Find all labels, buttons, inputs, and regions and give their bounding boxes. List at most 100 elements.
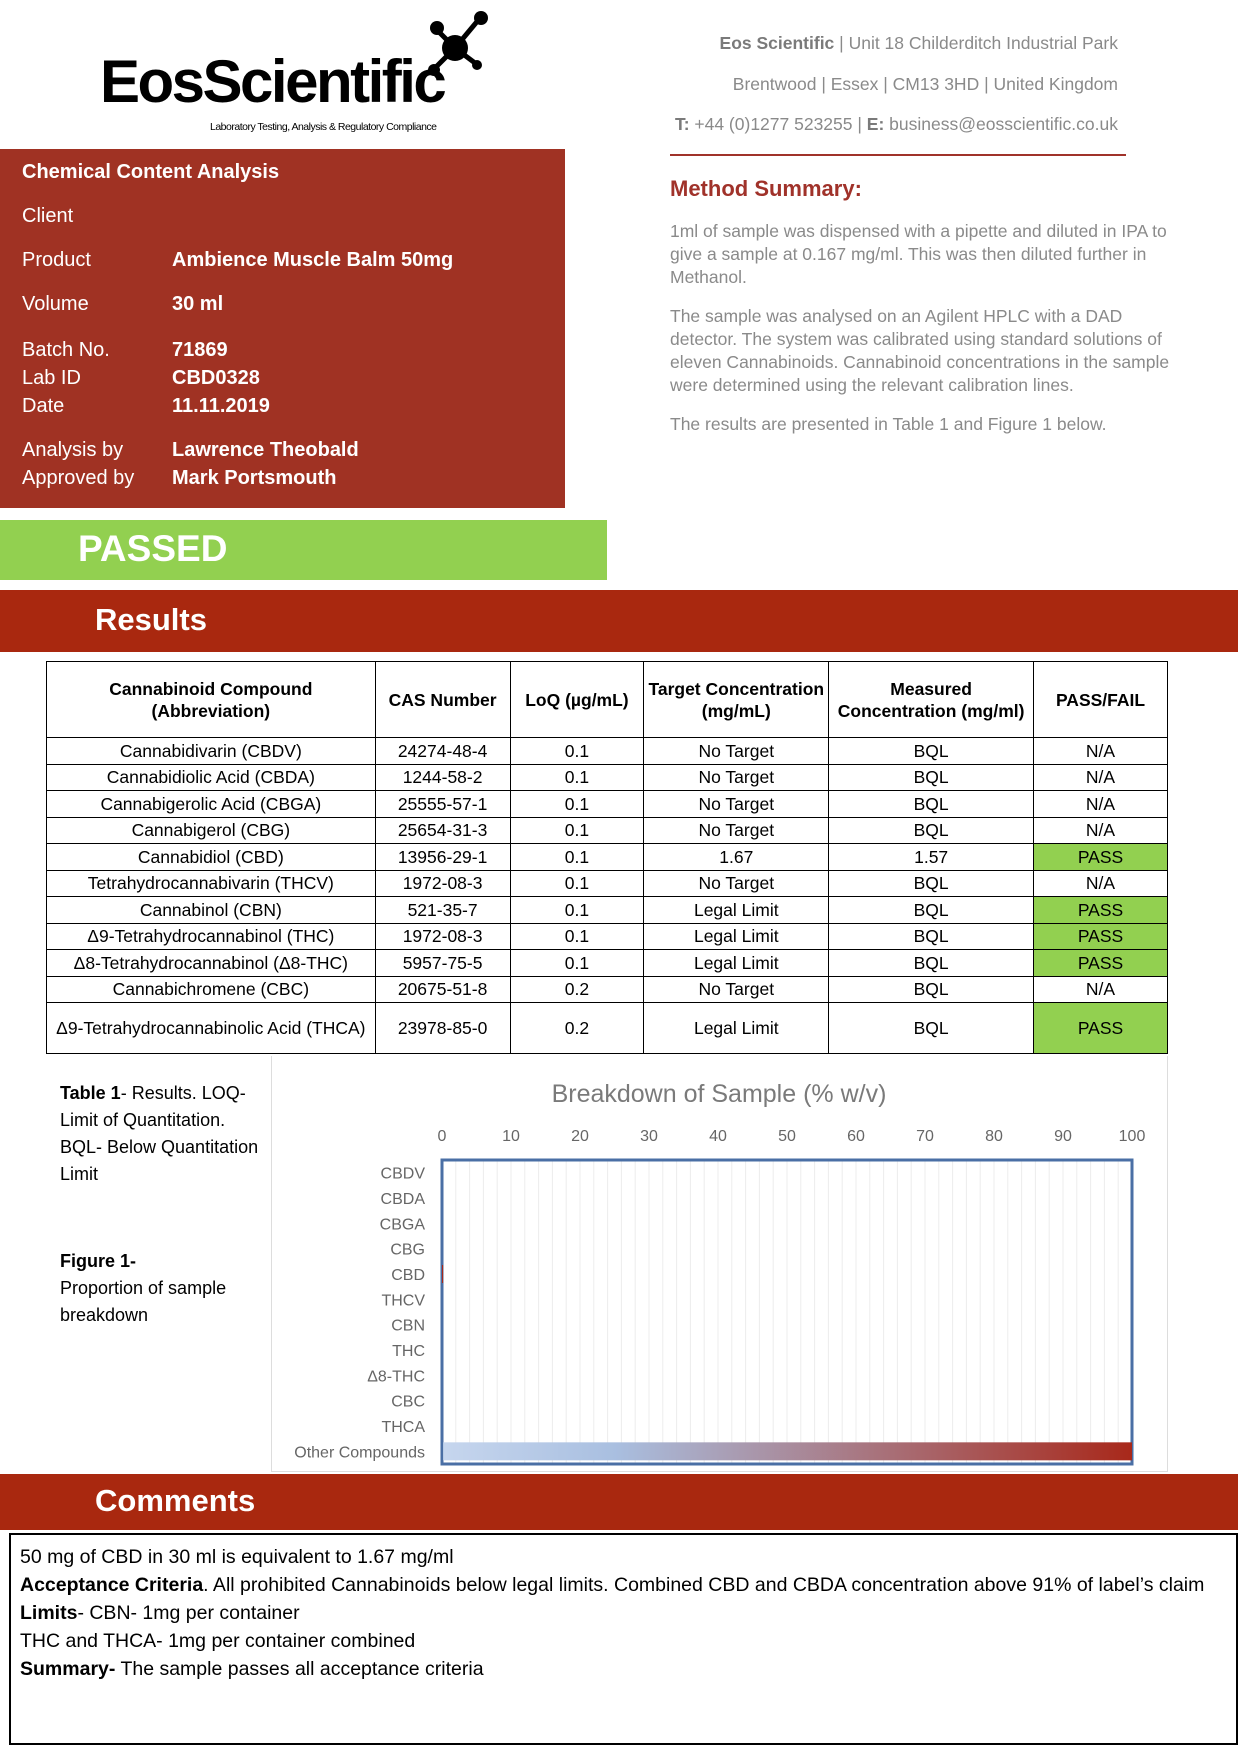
table-cell: PASS xyxy=(1033,1002,1168,1054)
info-title: Chemical Content Analysis xyxy=(22,161,280,183)
table-cell: No Target xyxy=(643,869,830,897)
column-header: PASS/FAIL xyxy=(1033,661,1168,738)
table-row: Δ9-Tetrahydrocannabinol (THC) 1972-08-3 0.… xyxy=(46,922,1168,950)
table-cell: Cannabigerol (CBG) xyxy=(46,816,376,844)
table-cell: 5957-75-5 xyxy=(374,949,511,977)
info-value: CBD0328 xyxy=(172,367,260,389)
table-cell: Cannabichromene (CBC) xyxy=(46,975,376,1003)
x-tick-label: 30 xyxy=(640,1128,658,1145)
table-cell: 0.1 xyxy=(509,737,645,765)
table-cell: Δ9-Tetrahydrocannabinol (THC) xyxy=(46,922,376,950)
info-label: Approved by xyxy=(22,467,135,489)
table-cell: Δ8-Tetrahydrocannabinol (Δ8-THC) xyxy=(46,949,376,977)
table-cell: 0.1 xyxy=(509,896,645,924)
comments-header: Comments xyxy=(0,1474,1238,1530)
table-cell: PASS xyxy=(1033,896,1168,924)
table-cell: N/A xyxy=(1033,816,1168,844)
table-cell: Legal Limit xyxy=(643,922,830,950)
table-cell: Legal Limit xyxy=(643,1002,830,1054)
column-header: Measured Concentration (mg/ml) xyxy=(828,661,1035,738)
table-row: Δ8-Tetrahydrocannabinol (Δ8-THC) 5957-75-… xyxy=(46,949,1168,977)
y-category-label: CBC xyxy=(391,1394,425,1411)
table-cell: 25654-31-3 xyxy=(374,816,511,844)
table-cell: 0.1 xyxy=(509,816,645,844)
table-cell: No Target xyxy=(643,737,830,765)
method-paragraph: The results are presented in Table 1 and… xyxy=(670,414,1107,434)
y-category-label: THC xyxy=(392,1343,425,1360)
info-value: 30 ml xyxy=(172,293,224,315)
table-cell: BQL xyxy=(828,763,1035,791)
table-cell: Legal Limit xyxy=(643,896,830,924)
table-cell: Δ9-Tetrahydrocannabinolic Acid (THCA) xyxy=(46,1002,376,1054)
table-cell: BQL xyxy=(828,790,1035,818)
table-cell: Cannabidiolic Acid (CBDA) xyxy=(46,763,376,791)
results-header: Results xyxy=(0,590,1238,652)
y-category-label: CBD xyxy=(391,1267,425,1284)
table-cell: PASS xyxy=(1033,949,1168,977)
table-cell: No Target xyxy=(643,763,830,791)
table-cell: BQL xyxy=(828,1002,1035,1054)
table-cell: Cannabidivarin (CBDV) xyxy=(46,737,376,765)
y-category-label: CBG xyxy=(390,1242,425,1259)
svg-text:Laboratory Testing, Analysis &: Laboratory Testing, Analysis & Regulator… xyxy=(210,121,437,132)
table-cell: 0.2 xyxy=(509,1002,645,1054)
table-cell: BQL xyxy=(828,949,1035,977)
column-header: Cannabinoid Compound (Abbreviation) xyxy=(46,661,376,738)
table-cell: 0.1 xyxy=(509,949,645,977)
y-category-label: Other Compounds xyxy=(294,1444,425,1461)
x-tick-label: 80 xyxy=(985,1128,1003,1145)
table-cell: 20675-51-8 xyxy=(374,975,511,1003)
address-line-1: Eos Scientific | Unit 18 Childerditch In… xyxy=(719,33,1118,53)
table-cell: N/A xyxy=(1033,869,1168,897)
x-tick-label: 10 xyxy=(502,1128,520,1145)
column-header: Target Concentration (mg/mL) xyxy=(643,661,830,738)
status-badge: PASSED xyxy=(0,520,607,580)
method-paragraph: 1ml of sample was dispensed with a pipet… xyxy=(670,221,1167,287)
table-cell: Legal Limit xyxy=(643,949,830,977)
plot-frame xyxy=(440,1158,1134,1466)
comments-box: 50 mg of CBD in 30 ml is equivalent to 1… xyxy=(9,1533,1238,1745)
y-category-label: Δ8-THC xyxy=(367,1368,425,1385)
x-tick-label: 20 xyxy=(571,1128,589,1145)
table-cell: N/A xyxy=(1033,790,1168,818)
table-cell: No Target xyxy=(643,790,830,818)
table-row: Cannabidiolic Acid (CBDA) 1244-58-2 0.1 No … xyxy=(46,763,1168,791)
table-row: Cannabidiol (CBD) 13956-29-1 0.1 1.67 1.57 PA… xyxy=(46,843,1168,871)
x-tick-label: 50 xyxy=(778,1128,796,1145)
x-tick-label: 90 xyxy=(1054,1128,1072,1145)
info-label: Product xyxy=(22,249,91,271)
x-tick-label: 60 xyxy=(847,1128,865,1145)
table-cell: 0.1 xyxy=(509,922,645,950)
table-row: Cannabidivarin (CBDV) 24274-48-4 0.1 No Tar… xyxy=(46,737,1168,765)
table-cell: 1972-08-3 xyxy=(374,922,511,950)
figure-caption: Figure 1- Proportion of sample breakdown xyxy=(60,1251,227,1325)
table-cell: 1.67 xyxy=(643,843,830,871)
table-cell: 1244-58-2 xyxy=(374,763,511,791)
info-label: Client xyxy=(22,205,74,227)
table-cell: 25555-57-1 xyxy=(374,790,511,818)
summary: Summary- The sample passes all acceptanc… xyxy=(20,1658,484,1680)
x-tick-label: 40 xyxy=(709,1128,727,1145)
table-cell: BQL xyxy=(828,737,1035,765)
table-cell: Cannabinol (CBN) xyxy=(46,896,376,924)
table-cell: 1972-08-3 xyxy=(374,869,511,897)
table-cell: Tetrahydrocannabivarin (THCV) xyxy=(46,869,376,897)
status-label: PASSED xyxy=(78,528,228,569)
table-cell: 24274-48-4 xyxy=(374,737,511,765)
info-value: 11.11.2019 xyxy=(172,395,270,417)
acceptance-criteria: Acceptance Criteria. All prohibited Cann… xyxy=(20,1574,1205,1596)
company-logo: EosScientific Laboratory Testing, Analys… xyxy=(100,8,540,133)
table-cell: 13956-29-1 xyxy=(374,843,511,871)
header-divider xyxy=(670,154,1126,156)
x-tick-label: 100 xyxy=(1119,1128,1146,1145)
table-cell: Cannabigerolic Acid (CBGA) xyxy=(46,790,376,818)
bar-segment xyxy=(442,1265,444,1283)
table-row: Δ9-Tetrahydrocannabinolic Acid (THCA) 239… xyxy=(46,1002,1168,1054)
table-cell: 0.1 xyxy=(509,843,645,871)
y-category-label: CBDV xyxy=(381,1166,426,1183)
table-caption: Table 1- Results. LOQ-Limit of Quantitat… xyxy=(60,1083,259,1184)
y-category-label: CBDA xyxy=(381,1191,426,1208)
x-tick-label: 0 xyxy=(438,1128,447,1145)
comment-line: 50 mg of CBD in 30 ml is equivalent to 1… xyxy=(20,1546,454,1568)
table-row: Cannabigerol (CBG) 25654-31-3 0.1 No Target… xyxy=(46,816,1168,844)
